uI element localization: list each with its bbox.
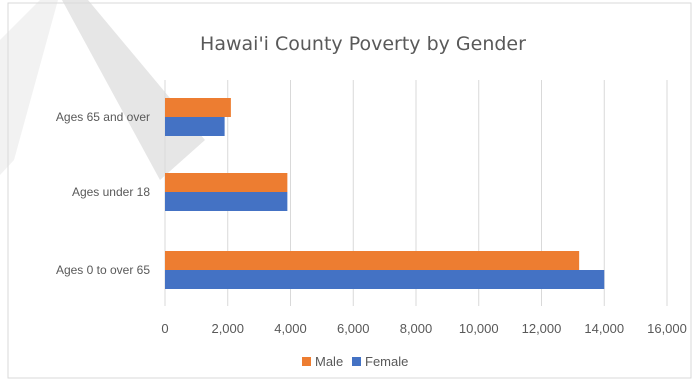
legend: Male Female (302, 354, 408, 369)
legend-label-female: Female (365, 354, 408, 369)
x-tick-label: 14,000 (584, 321, 624, 336)
bar-male (165, 251, 580, 270)
chart-title: Hawai'i County Poverty by Gender (200, 33, 526, 55)
bar-female (165, 270, 605, 289)
x-tick-label: 12,000 (522, 321, 562, 336)
category-label: Ages under 18 (72, 185, 150, 199)
x-tick-label: 6,000 (337, 321, 370, 336)
x-tick-label: 10,000 (459, 321, 499, 336)
x-tick-label: 16,000 (647, 321, 687, 336)
legend-label-male: Male (315, 354, 343, 369)
bars (165, 98, 605, 289)
x-tick-label: 2,000 (211, 321, 244, 336)
bar-female (165, 117, 225, 136)
x-tick-label: 4,000 (274, 321, 307, 336)
category-labels: Ages 65 and over Ages under 18 Ages 0 to o… (56, 110, 150, 277)
x-tick-label: 8,000 (400, 321, 433, 336)
x-tick-label: 0 (161, 321, 168, 336)
legend-swatch-male (302, 357, 311, 366)
x-axis-ticks: 0 2,000 4,000 6,000 8,000 10,000 12,000 14,000 1… (161, 321, 687, 336)
bar-female (165, 192, 288, 211)
category-label: Ages 65 and over (56, 110, 150, 124)
category-label: Ages 0 to over 65 (56, 263, 150, 277)
bar-male (165, 98, 231, 117)
bar-male (165, 173, 288, 192)
chart-border (7, 2, 692, 379)
legend-swatch-female (352, 357, 361, 366)
